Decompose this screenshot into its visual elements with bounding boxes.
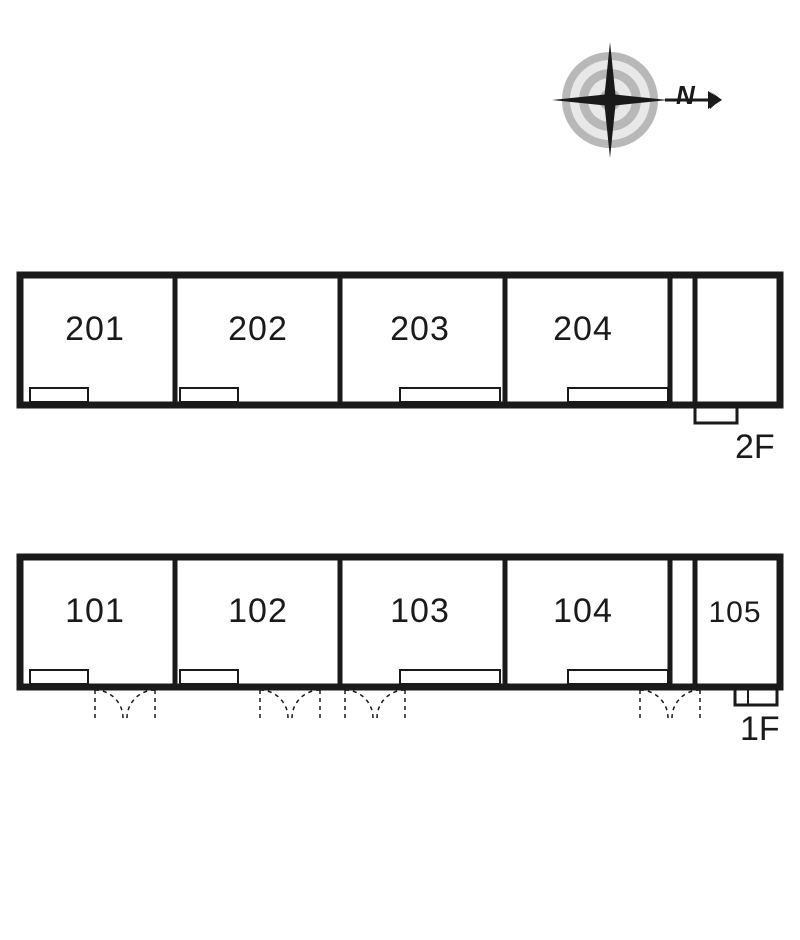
floor-plan-diagram: N 201 202 203 204 2F [0, 0, 800, 940]
room-label-105: 105 [700, 596, 770, 630]
room-label-102: 102 [223, 592, 293, 631]
room-label-101: 101 [60, 592, 130, 631]
room-label-103: 103 [385, 592, 455, 631]
room-label-104: 104 [548, 592, 618, 631]
floor-label-1f: 1F [740, 710, 780, 749]
floor-1f-plan [0, 0, 800, 800]
